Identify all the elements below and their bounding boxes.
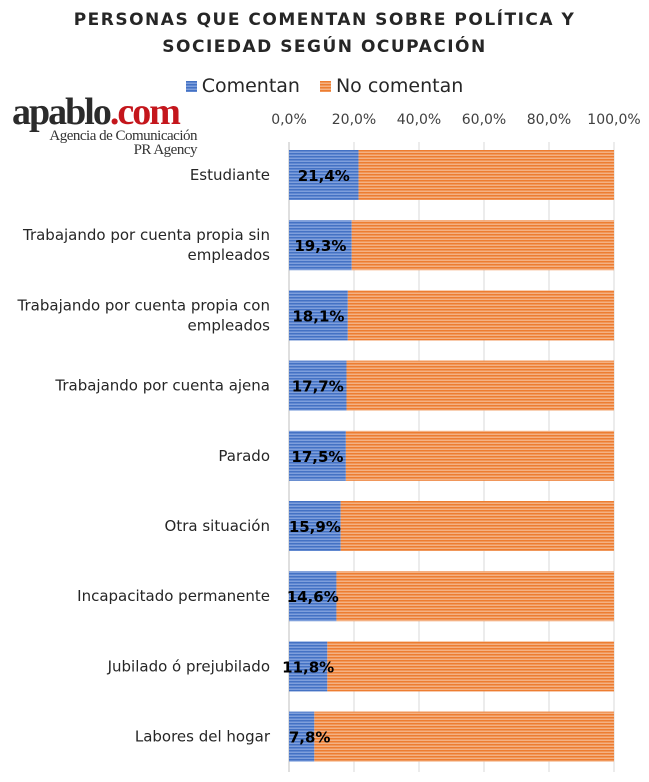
x-tick-label: 100,0% [587, 112, 640, 128]
bar-no-comentan [347, 290, 614, 341]
category-label: Incapacitado permanente [77, 587, 270, 605]
data-label: 11,8% [282, 658, 334, 676]
legend-label: Comentan [201, 75, 300, 97]
apablo-logo: apablo.com Agencia de Comunicación PR Ag… [12, 93, 198, 158]
data-label: 17,5% [291, 448, 343, 466]
legend: Comentan No comentan [0, 75, 649, 97]
bar-no-comentan [327, 641, 614, 692]
logo-line-2: PR Agency [133, 142, 198, 158]
logo-line-1: Agencia de Comunicación [49, 128, 197, 144]
category-label: Labores del hogar [135, 728, 271, 746]
bar-comentan [289, 711, 315, 762]
bar-comentan [289, 360, 347, 411]
category-label: Trabajando por cuenta ajena [54, 377, 270, 395]
data-label: 19,3% [294, 237, 346, 255]
bar-comentan [289, 501, 341, 551]
legend-swatch-comentan [185, 80, 197, 92]
logo-main: apablo [12, 91, 112, 133]
x-tick-label: 80,0% [527, 112, 571, 128]
category-label: Trabajando por cuenta propia sin [22, 226, 270, 244]
category-label: Jubilado ó prejubilado [107, 657, 270, 675]
x-tick-label: 20,0% [332, 112, 376, 128]
data-label: 7,8% [289, 729, 331, 747]
bar-no-comentan [336, 571, 614, 622]
data-label: 21,4% [298, 167, 350, 185]
legend-label: No comentan [335, 75, 464, 97]
data-label: 14,6% [287, 588, 339, 606]
bar-no-comentan [345, 430, 614, 481]
bar-comentan [289, 641, 328, 692]
data-label: 18,1% [292, 307, 344, 325]
bar-comentan [289, 290, 348, 341]
legend-swatch-no-comentan [319, 80, 331, 92]
category-label: Estudiante [190, 166, 270, 184]
data-label: 17,7% [292, 378, 344, 396]
bar-comentan [289, 150, 359, 200]
data-label: 15,9% [289, 518, 341, 536]
bar-no-comentan [340, 501, 614, 551]
x-tick-label: 0,0% [271, 112, 307, 128]
category-label: Parado [218, 447, 270, 465]
bar-comentan [289, 571, 337, 622]
category-label: Otra situación [165, 517, 270, 535]
bar-comentan [289, 220, 352, 271]
legend-item-comentan: Comentan [185, 75, 300, 97]
bar-no-comentan [346, 360, 614, 411]
logo-dot-com: .com [109, 91, 181, 133]
category-label: empleados [188, 316, 271, 334]
legend-item-no-comentan: No comentan [319, 75, 464, 97]
bar-no-comentan [351, 220, 614, 271]
chart-title-line-1: PERSONAS QUE COMENTAN SOBRE POLÍTICA Y [73, 10, 576, 30]
bar-no-comentan [314, 711, 614, 762]
category-label: empleados [188, 246, 271, 264]
x-tick-label: 40,0% [397, 112, 441, 128]
bar-comentan [289, 430, 346, 481]
x-tick-label: 60,0% [462, 112, 506, 128]
chart-title-line-2: SOCIEDAD SEGÚN OCUPACIÓN [162, 37, 487, 57]
bar-no-comentan [358, 150, 614, 200]
category-label: Trabajando por cuenta propia con [17, 296, 270, 314]
